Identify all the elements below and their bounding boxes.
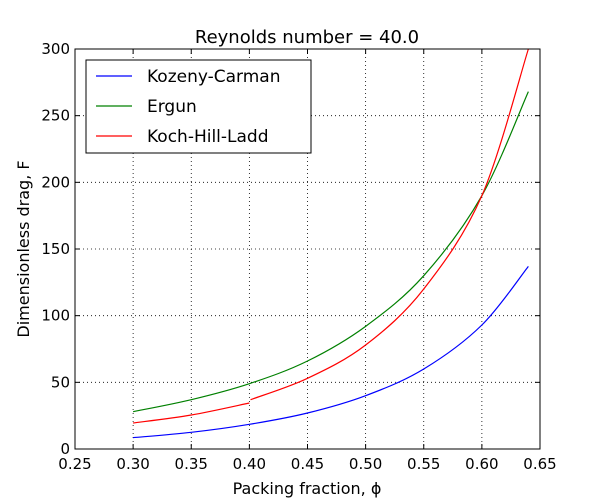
legend-label-kozeny-carman: Kozeny-Carman — [147, 67, 281, 87]
x-tick-label: 0.45 — [291, 455, 324, 473]
x-tick-label: 0.35 — [175, 455, 208, 473]
y-tick-label: 0 — [60, 440, 70, 458]
y-tick-label: 100 — [41, 307, 70, 325]
x-tick-label: 0.65 — [523, 455, 556, 473]
series-line-koch-hill-ladd — [250, 48, 529, 401]
grid — [75, 49, 540, 449]
series-layer — [133, 48, 529, 439]
x-axis-label: Packing fraction, ϕ — [233, 479, 382, 498]
x-tick-label: 0.60 — [465, 455, 498, 473]
y-axis-label: Dimensionless drag, F — [14, 160, 33, 337]
series-line-koch-hill-ladd — [133, 402, 250, 424]
x-tick-label: 0.25 — [58, 455, 91, 473]
y-tick-label: 250 — [41, 107, 70, 125]
y-tick-label: 200 — [41, 173, 70, 191]
ticks: 0.25 0.30 0.35 0.40 0.45 0.50 0.55 0.60 0.65 0 50 1… — [41, 40, 556, 473]
legend: Kozeny-Carman Ergun Koch-Hill-Ladd — [85, 59, 312, 154]
y-tick-label: 300 — [41, 40, 70, 58]
x-tick-label: 0.40 — [233, 455, 266, 473]
y-tick-label: 150 — [41, 240, 70, 258]
x-tick-label: 0.30 — [116, 455, 149, 473]
legend-label-koch-hill-ladd: Koch-Hill-Ladd — [147, 127, 269, 147]
x-tick-label: 0.55 — [407, 455, 440, 473]
series-line-kozeny-carman — [133, 265, 529, 439]
y-tick-label: 50 — [51, 373, 70, 391]
chart-title: Reynolds number = 40.0 — [195, 27, 419, 48]
legend-label-ergun: Ergun — [147, 97, 197, 117]
x-tick-label: 0.50 — [349, 455, 382, 473]
